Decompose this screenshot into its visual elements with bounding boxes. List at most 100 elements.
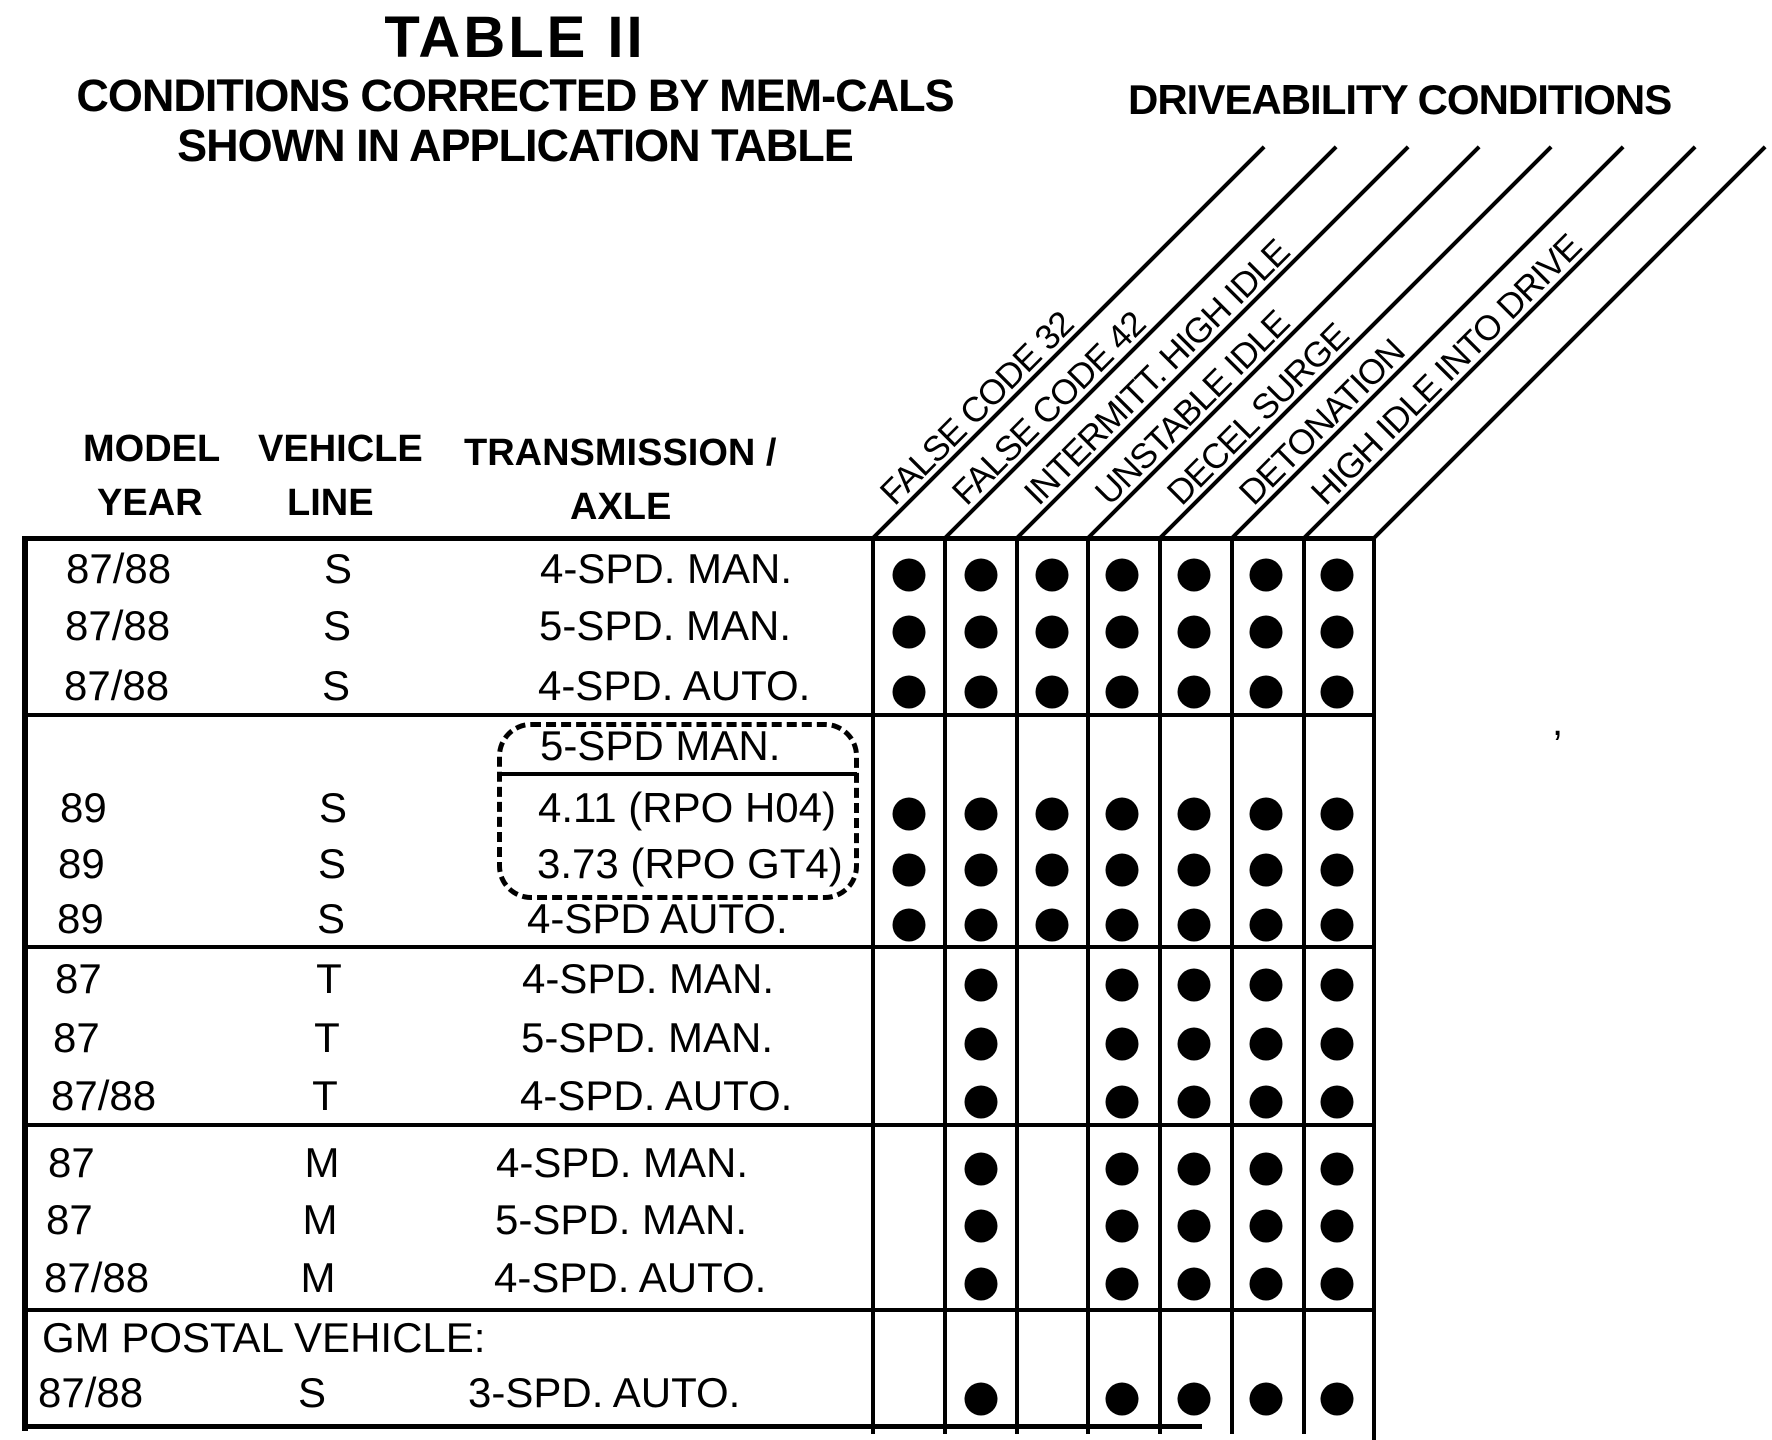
- column-header-axle: AXLE: [570, 486, 672, 528]
- vehicle-line-cell: S: [322, 602, 352, 650]
- vehicle-line-cell: S: [297, 1369, 327, 1417]
- group-separator-4: [22, 1308, 1376, 1312]
- condition-dot: [1105, 968, 1139, 1002]
- driveability-conditions-heading: DRIVEABILITY CONDITIONS: [1128, 76, 1672, 123]
- transmission-cell: 4-SPD. AUTO.: [538, 662, 811, 710]
- condition-dot: [1035, 558, 1069, 592]
- condition-dot: [1249, 797, 1283, 831]
- condition-dot: [1177, 797, 1211, 831]
- condition-dot: [1177, 1027, 1211, 1061]
- condition-dot: [1249, 908, 1283, 942]
- condition-dot: [964, 615, 998, 649]
- condition-dot: [1320, 1209, 1354, 1243]
- condition-dot: [1320, 615, 1354, 649]
- condition-dot: [1177, 853, 1211, 887]
- condition-dot: [964, 797, 998, 831]
- column-header-vehicle: VEHICLE: [258, 428, 423, 470]
- page-subtitle-line1: CONDITIONS CORRECTED BY MEM-CALS: [76, 70, 954, 121]
- section-label-gm-postal: GM POSTAL VEHICLE:: [42, 1314, 486, 1362]
- condition-dot: [964, 1209, 998, 1243]
- condition-dot: [1105, 853, 1139, 887]
- condition-dot: [1105, 615, 1139, 649]
- vehicle-line-cell: S: [321, 662, 351, 710]
- transmission-cell: 4-SPD. AUTO.: [520, 1072, 793, 1120]
- condition-dot: [1105, 1209, 1139, 1243]
- condition-dot: [892, 615, 926, 649]
- model-year-cell: 87: [53, 1014, 100, 1062]
- condition-dot: [1177, 558, 1211, 592]
- vehicle-line-cell: T: [316, 955, 342, 1003]
- column-header-line: LINE: [287, 482, 374, 524]
- model-year-cell: 87/88: [64, 662, 170, 710]
- title-block: TABLE II CONDITIONS CORRECTED BY MEM-CAL…: [0, 0, 1030, 171]
- condition-dot: [964, 908, 998, 942]
- vehicle-line-cell: S: [316, 895, 346, 943]
- condition-dot: [964, 1027, 998, 1061]
- model-year-cell: 87: [46, 1196, 93, 1244]
- vehicle-line-cell: M: [302, 1196, 338, 1244]
- condition-dot: [964, 1267, 998, 1301]
- vehicle-line-cell: T: [312, 1072, 338, 1120]
- transmission-cell: 4.11 (RPO H04): [538, 784, 836, 832]
- condition-dot: [1320, 1027, 1354, 1061]
- boxed-header-cell: 5-SPD MAN.: [540, 722, 781, 770]
- transmission-cell: 5-SPD. MAN.: [495, 1196, 748, 1244]
- condition-dot: [1249, 1027, 1283, 1061]
- model-year-cell: 87/88: [44, 1254, 150, 1302]
- condition-dot: [1249, 1152, 1283, 1186]
- model-year-cell: 87: [55, 955, 102, 1003]
- table-left-border: [22, 536, 28, 1431]
- condition-dot: [1249, 558, 1283, 592]
- group-separator-1: [22, 713, 1376, 717]
- condition-dot: [1105, 1152, 1139, 1186]
- condition-dot: [1035, 675, 1069, 709]
- condition-dot: [1177, 1209, 1211, 1243]
- condition-dot: [1035, 615, 1069, 649]
- condition-dot: [1035, 908, 1069, 942]
- condition-dot: [964, 968, 998, 1002]
- column-header-model: MODEL: [83, 428, 221, 470]
- condition-dot: [1320, 558, 1354, 592]
- condition-dot: [1320, 908, 1354, 942]
- condition-dot: [892, 853, 926, 887]
- model-year-cell: 87/88: [51, 1072, 157, 1120]
- grid-vline-6: [1230, 538, 1234, 1434]
- condition-dot: [1249, 1209, 1283, 1243]
- condition-dot: [1249, 968, 1283, 1002]
- vehicle-line-cell: S: [318, 784, 348, 832]
- condition-dot: [1249, 1085, 1283, 1119]
- condition-dot: [1177, 1152, 1211, 1186]
- scan-artifact-mark: ,: [1552, 700, 1564, 744]
- condition-dot: [1177, 1085, 1211, 1119]
- condition-dot: [1249, 853, 1283, 887]
- condition-dot: [1105, 558, 1139, 592]
- condition-dot: [1177, 615, 1211, 649]
- condition-dot: [1249, 1267, 1283, 1301]
- condition-dot: [1320, 675, 1354, 709]
- dashed-group-box: [497, 722, 859, 900]
- condition-dot: [964, 558, 998, 592]
- condition-dot: [1105, 1382, 1139, 1416]
- diagonal-header-line-8: [1370, 145, 1767, 542]
- table-bottom-border: [22, 1424, 1202, 1429]
- condition-dot: [1320, 797, 1354, 831]
- condition-dot: [1105, 908, 1139, 942]
- condition-dot: [1320, 1085, 1354, 1119]
- condition-dot: [1035, 797, 1069, 831]
- grid-vline-8: [1372, 538, 1376, 1440]
- condition-dot: [1105, 1027, 1139, 1061]
- vehicle-line-cell: S: [323, 545, 353, 593]
- condition-dot: [964, 675, 998, 709]
- condition-dot: [964, 853, 998, 887]
- condition-dot: [1320, 1267, 1354, 1301]
- condition-dot: [1105, 797, 1139, 831]
- model-year-cell: 87/88: [38, 1369, 144, 1417]
- condition-dot: [1035, 853, 1069, 887]
- model-year-cell: 87: [48, 1139, 95, 1187]
- grid-vline-3: [1015, 538, 1019, 1434]
- transmission-cell: 4-SPD. AUTO.: [494, 1254, 767, 1302]
- transmission-cell: 4-SPD. MAN.: [496, 1139, 749, 1187]
- transmission-cell: 4-SPD. MAN.: [540, 545, 793, 593]
- condition-dot: [964, 1152, 998, 1186]
